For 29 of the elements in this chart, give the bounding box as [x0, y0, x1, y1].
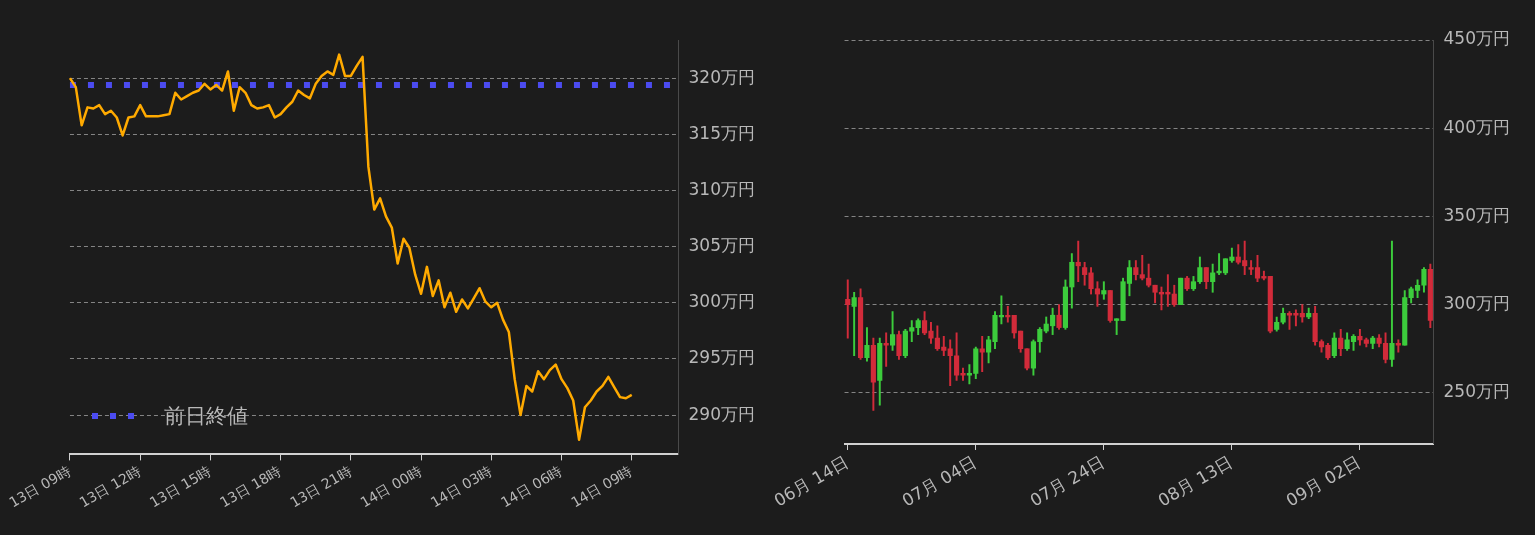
x-tick-label: 08月 13日 [1154, 451, 1237, 511]
y-tick-label: 250万円 [1443, 381, 1511, 402]
y-tick-label: 315万円 [688, 122, 756, 143]
x-tick-label: 14日 00時 [357, 462, 425, 511]
y-tick-label: 400万円 [1443, 116, 1511, 137]
x-tick-label: 13日 12時 [76, 462, 144, 511]
x-tick-label: 14日 03時 [427, 462, 495, 511]
candlestick [1075, 240, 1081, 283]
y-tick-label: 320万円 [688, 66, 756, 87]
x-tick-label: 13日 18時 [217, 462, 284, 511]
y-tick-label: 450万円 [1443, 28, 1511, 49]
y-tick-label: 305万円 [688, 235, 756, 256]
y-tick-label: 350万円 [1443, 204, 1511, 225]
x-tick-label: 09月 02日 [1282, 451, 1365, 511]
x-tick-label: 14日 06時 [497, 462, 565, 511]
x-tick-label: 14日 09時 [568, 462, 636, 511]
x-tick-label: 07月 24日 [1026, 451, 1109, 511]
x-tick-label: 13日 21時 [287, 462, 355, 511]
y-tick-label: 300万円 [688, 291, 756, 312]
y-tick-label: 310万円 [688, 178, 756, 199]
x-tick-label: 06月 14日 [770, 451, 852, 511]
x-tick-label: 07月 04日 [898, 451, 981, 511]
y-tick-label: 295万円 [688, 347, 756, 368]
candlestick [883, 332, 889, 367]
candlestick [845, 279, 851, 339]
x-tick-label: 13日 09時 [6, 462, 74, 511]
y-tick-label: 300万円 [1443, 293, 1511, 314]
x-tick-label: 13日 15時 [146, 462, 214, 511]
y-tick-label: 290万円 [688, 403, 756, 424]
